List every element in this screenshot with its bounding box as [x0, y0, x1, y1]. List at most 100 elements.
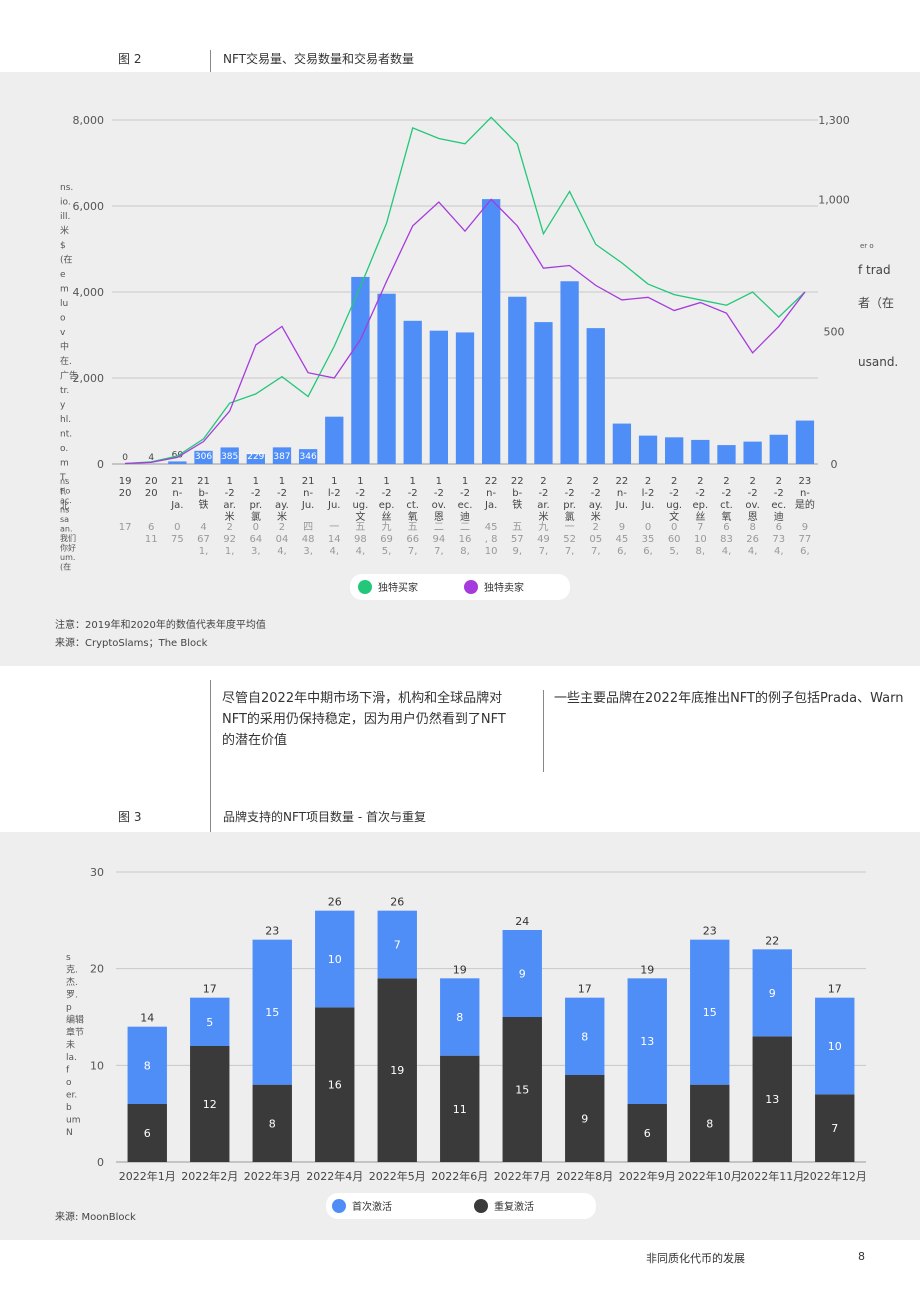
x-tick-label: 2022年12月	[803, 1169, 867, 1183]
x-tick-label: 1 -2 ug.文	[352, 476, 368, 523]
x-tick-label: 1 l-2 Ju.	[327, 476, 341, 511]
legend-repeat-swatch	[474, 1198, 488, 1213]
left-axis-label-part: (在	[60, 254, 73, 266]
x-tick-label: 2022年1月	[119, 1169, 176, 1183]
repeat-bar	[127, 1104, 167, 1162]
figure3-label: 图 3	[118, 810, 142, 824]
repeat-bar	[440, 1055, 480, 1162]
right-axis-tick: 500	[824, 326, 845, 339]
y-axis-tick: 30	[90, 866, 104, 879]
repeat-bar-label: 16	[328, 1079, 342, 1092]
transactions-value: 一 52 7,	[563, 522, 576, 557]
volume-bar-label: 306	[195, 452, 212, 462]
figure3-title: 品牌支持的NFT项目数量 - 首次与重复	[223, 810, 426, 824]
x-tick-label: 1 -2 pr.氯	[249, 476, 262, 523]
y-axis-label-part: p	[66, 1003, 72, 1013]
repeat-bar-label: 12	[203, 1098, 217, 1111]
right-axis-label-part: f trad	[858, 263, 891, 277]
left-axis-label-part: m	[60, 459, 69, 469]
first-bar-label: 15	[703, 1006, 717, 1019]
repeat-bar-label: 8	[706, 1117, 713, 1130]
x-tick-label: 2022年2月	[181, 1169, 238, 1183]
total-label: 17	[828, 983, 842, 996]
volume-bar	[272, 447, 292, 464]
x-tick-label: 2022年11月	[740, 1169, 804, 1183]
volume-bar	[691, 439, 710, 464]
repeat-bar-label: 19	[390, 1064, 404, 1077]
x-tick-label: 2 -2 ct.氧	[720, 476, 733, 523]
transactions-value: 0 64 3,	[249, 522, 262, 557]
x-tick-label: 21 n-Ja.	[170, 476, 184, 511]
transactions-value: 四 48 3,	[302, 522, 315, 557]
left-axis-label-part: m	[60, 285, 69, 295]
repeat-bar-label: 15	[515, 1084, 529, 1097]
right-axis-label-part: er o	[860, 242, 874, 250]
left-axis-label-part: hl.	[60, 415, 71, 425]
first-bar-label: 8	[581, 1030, 588, 1043]
figure3-legend: 首次激活 重复激活	[326, 1193, 596, 1219]
total-label: 26	[328, 896, 342, 909]
volume-bar	[325, 416, 344, 464]
x-tick-label: 1 -2 ov.恩	[432, 476, 446, 523]
first-bar	[502, 930, 542, 1017]
x-tick-label: 20 20	[145, 476, 158, 499]
transactions-value: 9 45 6,	[616, 522, 629, 557]
left-axis-label-part: 在.	[60, 355, 72, 367]
first-bar-label: 10	[328, 953, 342, 966]
x-tick-label: 2 -2 ep.丝	[692, 476, 708, 523]
left-axis-label-part: 广告	[60, 370, 78, 382]
left-axis-label-part: io.	[60, 198, 71, 208]
x-tick-label: 2022年10月	[678, 1169, 742, 1183]
figure3-divider	[210, 800, 211, 832]
first-bar	[190, 997, 230, 1046]
volume-bar	[534, 322, 553, 464]
left-axis-label-part: ns.	[60, 183, 73, 193]
x-tick-label: 22 n-Ja.	[484, 476, 498, 511]
transactions-axis-label-part: an.	[60, 525, 73, 534]
repeat-bar-label: 7	[831, 1122, 838, 1135]
transactions-value: 8 26 4,	[746, 522, 759, 557]
y-axis-label-part: b	[66, 1103, 72, 1113]
repeat-bar	[190, 1046, 230, 1162]
y-axis-label-part: 罗.	[66, 990, 78, 1001]
volume-bar	[743, 441, 762, 464]
repeat-bar	[627, 1104, 667, 1162]
first-bar	[690, 939, 730, 1085]
volume-bar	[717, 445, 736, 464]
first-bar-label: 10	[828, 1040, 842, 1053]
first-bar-label: 9	[769, 987, 776, 1000]
x-tick-label: 22 b-铁	[511, 476, 524, 511]
volume-bar	[246, 454, 265, 464]
total-label: 23	[703, 925, 717, 938]
left-axis-tick: 2,000	[73, 372, 105, 385]
transactions-value: 6 11	[145, 522, 158, 545]
body-paragraph-right: 一些主要品牌在2022年底推出NFT的例子包括Prada、Warn	[554, 691, 904, 706]
transactions-value: 9 77 6,	[799, 522, 812, 557]
repeat-bar	[565, 1075, 605, 1162]
volume-bar-label: 229	[247, 452, 264, 462]
transactions-axis-label-part: ac.	[60, 496, 72, 505]
figure2-title: NFT交易量、交易数量和交易者数量	[223, 52, 414, 66]
repeat-bar-label: 9	[581, 1113, 588, 1126]
first-bar-label: 8	[144, 1059, 151, 1072]
legend-sellers-swatch	[464, 579, 478, 594]
x-tick-label: 2 -2 pr.氯	[563, 476, 576, 523]
first-bar-label: 13	[640, 1035, 654, 1048]
sellers-line	[125, 198, 806, 465]
first-bar	[315, 910, 355, 1008]
y-axis-label-part: 章节	[66, 1026, 84, 1038]
volume-bar-label: 385	[221, 452, 238, 462]
legend-sellers-label: 独特卖家	[484, 583, 524, 594]
transactions-axis-label-part: 我们	[60, 533, 76, 543]
transactions-value: 五 57 9,	[511, 522, 524, 557]
x-tick-label: 1 -2 ct.氧	[406, 476, 419, 523]
footer-title: 非同质化代币的发展	[646, 1252, 745, 1265]
first-bar	[252, 939, 292, 1085]
left-axis-label-part: y	[60, 401, 66, 411]
page-number: 8	[858, 1250, 865, 1263]
legend-sellers: 独特卖家	[464, 579, 524, 594]
transactions-axis-label-part: um.	[60, 553, 75, 562]
y-axis-label-part: s	[66, 953, 71, 963]
left-axis-label-part: T.	[59, 473, 67, 483]
transactions-value: 17	[119, 522, 132, 533]
